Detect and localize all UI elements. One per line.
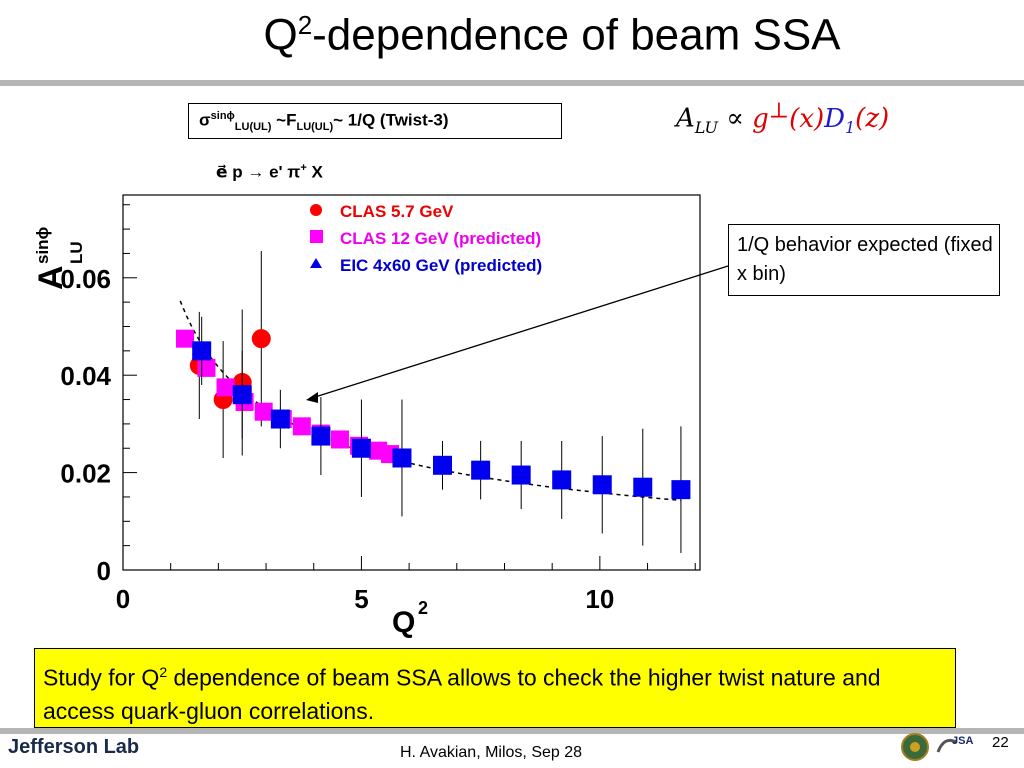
- jefferson-lab-logo: Jefferson Lab: [8, 736, 140, 758]
- y-axis-label: A: [32, 265, 70, 290]
- x-tick-label: 10: [585, 584, 614, 614]
- y-tick-label: 0.04: [60, 361, 111, 391]
- data-point-eic: [392, 448, 412, 468]
- y-tick-label: 0.06: [60, 264, 111, 294]
- data-point-eic: [311, 426, 331, 446]
- data-point-eic: [633, 477, 653, 497]
- page-number: 22: [992, 734, 1009, 751]
- x-axis-label-sup: 2: [418, 598, 428, 618]
- plot-frame: [122, 194, 701, 571]
- reaction-label: e⃗ p → e' π+ X: [216, 162, 323, 182]
- jsa-swoosh-icon: [936, 738, 957, 753]
- data-point-eic: [192, 341, 212, 361]
- data-point-eic: [592, 475, 612, 495]
- data-point-eic: [351, 438, 371, 458]
- footer-text: H. Avakian, Milos, Sep 28: [400, 744, 583, 761]
- y-tick-label: 0: [97, 556, 111, 586]
- annotation-arrow: [311, 265, 729, 399]
- legend-label: CLAS 5.7 GeV: [340, 202, 454, 221]
- alu-formula: ALU ∝ g⊥(x)D1(z): [676, 98, 890, 137]
- annotation-arrowhead: [306, 392, 318, 403]
- legend-marker-square: [310, 230, 323, 243]
- fit-curve: [179, 300, 681, 502]
- data-point-clas12: [254, 402, 273, 421]
- legend-label: EIC 4x60 GeV (predicted): [340, 256, 542, 275]
- data-point-eic: [432, 455, 452, 475]
- summary-box: Study for Q2 dependence of beam SSA allo…: [34, 648, 956, 728]
- legend-marker-triangle: [310, 258, 322, 268]
- y-tick-label: 0.02: [60, 459, 111, 489]
- doe-seal-center-icon: [910, 742, 920, 752]
- data-point-clas12: [216, 378, 235, 397]
- data-point-eic: [270, 409, 290, 429]
- data-point-clas12: [330, 430, 349, 449]
- partner-logos: JSA: [901, 733, 973, 761]
- x-axis-label: Q: [392, 606, 415, 639]
- formula-box: σsinϕLU(UL) ~FLU(UL)~ 1/Q (Twist-3): [188, 103, 562, 139]
- slide-title: Q2-dependence of beam SSA: [263, 10, 841, 60]
- data-point-eic: [671, 480, 691, 500]
- data-point-clas12: [197, 358, 216, 377]
- data-point-clas12: [175, 329, 194, 348]
- legend-marker-circle: [310, 204, 322, 216]
- data-point-eic: [552, 470, 572, 490]
- top-divider: [0, 80, 1024, 86]
- data-point-eic: [511, 465, 531, 485]
- x-tick-label: 0: [116, 584, 130, 614]
- legend-label: CLAS 12 GeV (predicted): [340, 229, 541, 248]
- data-point-clas12: [292, 417, 311, 436]
- x-tick-label: 5: [354, 584, 368, 614]
- data-point-eic: [471, 460, 491, 480]
- bottom-divider: [0, 728, 1024, 734]
- data-point-eic: [232, 385, 252, 405]
- annotation-box: 1/Q behavior expected (fixed x bin): [728, 224, 1000, 296]
- y-axis-label-sub: LU: [67, 241, 86, 264]
- y-axis-label-sup: sinϕ: [33, 226, 52, 264]
- jsa-logo-text: JSA: [952, 735, 973, 747]
- data-point-clas57: [251, 329, 271, 349]
